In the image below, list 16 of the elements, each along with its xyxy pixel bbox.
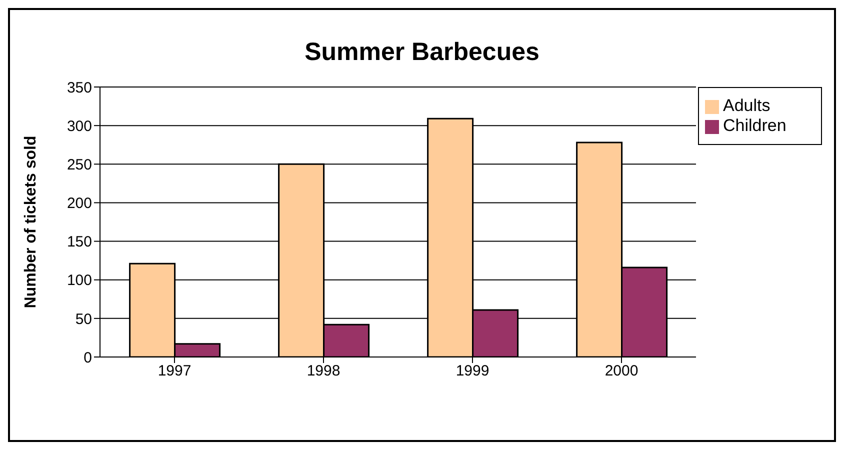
- y-tick-label: 250: [66, 156, 92, 174]
- x-tick-label: 1997: [158, 362, 192, 380]
- y-tick-label: 200: [66, 195, 92, 212]
- legend-label: Adults: [723, 96, 770, 115]
- chart-title: Summer Barbecues: [304, 38, 540, 67]
- x-tick-label: 2000: [604, 362, 638, 380]
- y-tick-label: 300: [66, 118, 92, 135]
- x-tick-label: 1999: [456, 362, 490, 380]
- y-tick-label: 100: [66, 272, 92, 290]
- y-tick-label: 150: [66, 234, 92, 251]
- y-tick-label: 0: [84, 349, 92, 366]
- x-tick-label: 1998: [306, 362, 340, 380]
- y-tick-label: 350: [66, 79, 92, 96]
- y-tick-label: 50: [75, 310, 92, 328]
- legend-label: Children: [723, 116, 786, 135]
- y-axis-title: Number of tickets sold: [22, 136, 40, 308]
